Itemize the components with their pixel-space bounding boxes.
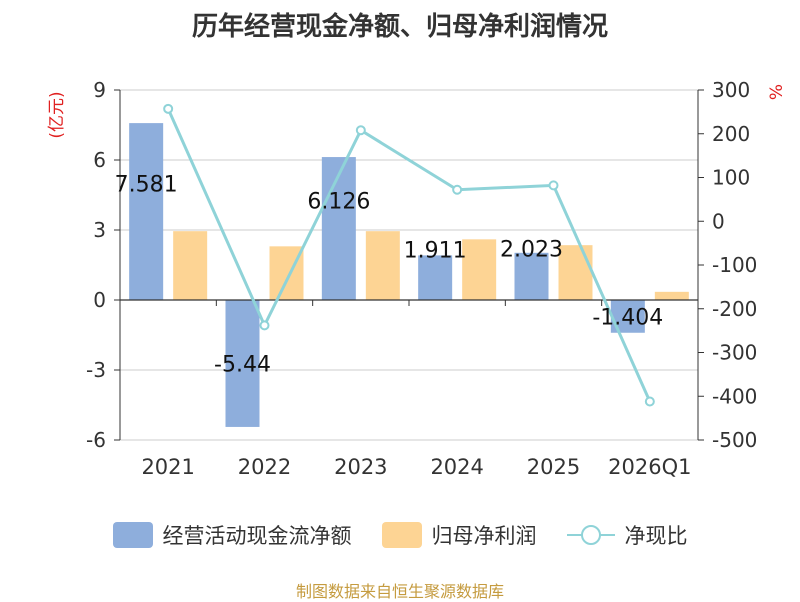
x-tick-label: 2026Q1 [608,455,691,479]
source-note: 制图数据来自恒生聚源数据库 [295,582,504,601]
ratio-point [452,184,463,195]
ratio-line-path [166,108,652,403]
legend: 经营活动现金流净额 归母净利润 净现比 [0,520,800,550]
y-right-tick-label: -400 [712,384,757,408]
ratio-point [259,320,270,331]
bar [654,291,689,300]
bar-data-label: 1.911 [404,239,467,264]
axes: -6 -3 0 3 6 9 -500 -400 -300 -200 -100 0 100 200 300 20… [47,78,787,479]
legend-label-cashflow: 经营活动现金流净额 [162,524,352,548]
bar [129,123,164,300]
y-right-tick-label: -100 [712,253,757,277]
y-left-tick-label: 3 [93,218,106,242]
legend-item-netprofit[interactable]: 归母净利润 [381,520,537,550]
y-left-tick-label: -3 [86,358,106,382]
ratio-point [163,103,174,114]
bar [173,231,208,300]
bar-data-label: -1.404 [592,305,663,330]
y-right-tick-label: -300 [712,341,757,365]
bar [418,255,453,300]
data-labels: 7.581 -5.44 6.126 1.911 2.023 -1.404 [115,173,664,378]
legend-label-netprofit: 归母净利润 [431,524,537,548]
bar-data-label: 7.581 [115,173,178,198]
bar [514,252,549,300]
legend-item-ratio[interactable]: 净现比 [566,520,688,550]
y-left-tick-label: -6 [86,428,106,452]
legend-label-ratio: 净现比 [624,524,688,548]
bar [558,245,593,300]
y-right-tick-label: -500 [712,428,757,452]
y-right-tick-label: 300 [712,78,750,102]
y-right-tick-label: 0 [712,209,725,233]
bar [462,239,497,300]
ratio-point [355,125,366,136]
bar [225,300,260,427]
y-left-tick-label: 9 [93,78,106,102]
x-tick-label: 2022 [238,455,291,479]
chart-title: 历年经营现金净额、归母净利润情况 [191,12,608,42]
ratio-line [163,103,655,407]
y-left-tick-label: 6 [93,148,106,172]
ratio-point [548,180,559,191]
y-right-tick-label: 100 [712,166,750,190]
bar-data-label: 6.126 [307,190,370,215]
x-tick-label: 2023 [334,455,387,479]
y-right-tick-label: -200 [712,297,757,321]
bar [365,231,400,300]
legend-swatch-ratio [566,522,615,548]
y-right-tick-label: 200 [712,122,750,146]
legend-swatch-netprofit [381,522,422,548]
x-tick-label: 2024 [430,455,483,479]
y-left-axis-title: (亿元) [47,91,67,138]
y-right-axis-title: % [767,84,787,100]
bars [129,123,689,427]
bar-data-label: -5.44 [214,352,271,377]
y-left-tick-label: 0 [93,288,106,312]
legend-swatch-cashflow [112,522,153,548]
bar [321,157,356,300]
legend-item-cashflow[interactable]: 经营活动现金流净额 [112,520,352,550]
ratio-point [644,396,655,407]
x-tick-label: 2021 [141,455,194,479]
bar-data-label: 2.023 [500,237,563,262]
x-tick-label: 2025 [527,455,580,479]
